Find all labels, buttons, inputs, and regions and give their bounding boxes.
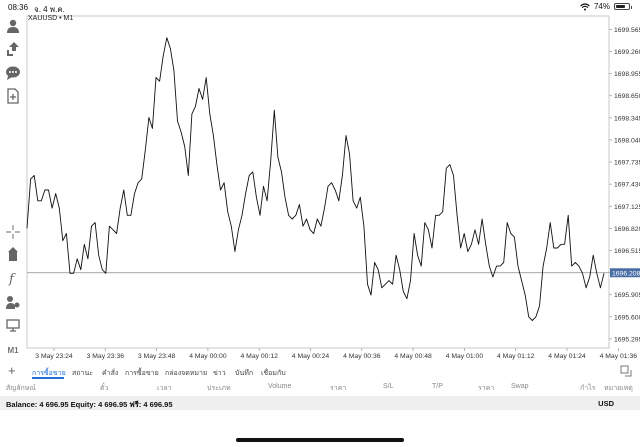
- status-date: จ. 4 พ.ค.: [34, 5, 65, 14]
- timeframe-button[interactable]: M1: [7, 345, 19, 355]
- tab-positions[interactable]: สถานะ: [72, 370, 93, 377]
- trade-table-header: สัญลักษณ์ ตั๋ว เวลา ประเภท Volume ราคา S…: [0, 380, 640, 394]
- y-tick-label: 1698.040: [614, 137, 640, 144]
- col-tp: T/P: [432, 383, 443, 390]
- x-tick-label: 3 May 23:36: [87, 353, 125, 360]
- y-tick-label: 1696.515: [614, 248, 640, 255]
- col-type: ประเภท: [207, 385, 231, 392]
- x-tick-label: 4 May 01:00: [446, 353, 484, 360]
- x-tick-label: 4 May 01:24: [548, 353, 586, 360]
- tab-news[interactable]: ข่าว: [213, 370, 226, 377]
- y-tick-label: 1698.650: [614, 93, 640, 100]
- y-tick-label: 1695.600: [614, 314, 640, 321]
- svg-text:f: f: [8, 272, 16, 286]
- indicators-icon[interactable]: f: [5, 270, 21, 286]
- col-symbol: สัญลักษณ์: [6, 385, 36, 392]
- x-tick-label: 4 May 00:48: [394, 353, 432, 360]
- balance-row: Balance: 4 696.95 Equity: 4 696.95 ฟรี: …: [0, 396, 640, 410]
- chart-symbol-label: XAUUSD • M1: [28, 15, 74, 22]
- active-tab-indicator: [32, 377, 64, 379]
- status-right: 74%: [580, 2, 632, 11]
- col-sl: S/L: [383, 383, 394, 390]
- tab-history[interactable]: การซื้อขาย: [125, 370, 159, 377]
- x-tick-label: 4 May 00:36: [343, 353, 381, 360]
- y-tick-label: 1695.905: [614, 292, 640, 299]
- y-tick-label: 1695.295: [614, 336, 640, 343]
- x-tick-label: 4 May 01:36: [600, 353, 638, 360]
- plot-frame: [26, 15, 610, 349]
- y-tick-label: 1699.260: [614, 49, 640, 56]
- price-series-line: [26, 37, 605, 321]
- account-icon[interactable]: [5, 18, 21, 34]
- y-tick-label: 1697.430: [614, 182, 640, 189]
- y-tick-label: 1697.125: [614, 204, 640, 211]
- battery-icon: [614, 3, 632, 10]
- col-swap: Swap: [511, 383, 529, 390]
- current-price-badge: [610, 268, 640, 278]
- y-tick-label: 1699.565: [614, 27, 640, 34]
- crosshair-icon[interactable]: [5, 224, 21, 240]
- y-tick-label: 1697.735: [614, 160, 640, 167]
- x-tick-label: 3 May 23:24: [35, 353, 73, 360]
- left-toolbar: f M1: [0, 14, 26, 364]
- status-bar: 08:36 จ. 4 พ.ค. 74%: [0, 0, 640, 14]
- current-price-label: 1696.208: [612, 270, 640, 277]
- x-tick-label: 4 May 00:12: [240, 353, 278, 360]
- balance-currency: USD: [598, 399, 614, 408]
- col-volume: Volume: [268, 383, 292, 390]
- x-tick-label: 4 May 00:24: [292, 353, 330, 360]
- bar-type-icon[interactable]: [5, 317, 21, 333]
- wifi-icon: [580, 2, 590, 10]
- col-profit: กำไร: [580, 385, 596, 392]
- status-time: 08:36: [8, 3, 29, 12]
- x-tick-label: 4 May 00:00: [189, 353, 227, 360]
- objects-icon[interactable]: [5, 246, 21, 262]
- trade-icon[interactable]: [5, 41, 21, 57]
- toolbox-tabs: + การซื้อขาย สถานะ คำสั่ง การซื้อขาย กล่…: [0, 364, 640, 379]
- home-indicator[interactable]: [236, 438, 404, 442]
- expand-icon[interactable]: [620, 365, 632, 379]
- balance-text: Balance: 4 696.95 Equity: 4 696.95 ฟรี: …: [6, 400, 173, 409]
- tab-connect[interactable]: เชื่อมกับ: [261, 370, 286, 377]
- charts-settings-icon[interactable]: [5, 294, 21, 310]
- tab-orders[interactable]: คำสั่ง: [102, 370, 119, 377]
- col-time: เวลา: [157, 385, 172, 392]
- price-chart[interactable]: 1699.565 1699.260 1698.955 1698.650 1698.345…: [26, 14, 640, 364]
- x-tick-label: 3 May 23:48: [138, 353, 176, 360]
- chart-canvas[interactable]: 1699.565 1699.260 1698.955 1698.650 1698.345…: [26, 14, 640, 364]
- y-tick-label: 1696.820: [614, 226, 640, 233]
- col-comment: หมายเหตุ: [604, 385, 633, 392]
- tab-mailbox[interactable]: กล่องจดหมาย: [165, 370, 208, 377]
- add-icon[interactable]: +: [8, 363, 16, 378]
- tab-trade[interactable]: การซื้อขาย: [32, 370, 66, 377]
- x-tick-label: 4 May 01:12: [497, 353, 535, 360]
- y-tick-label: 1698.345: [614, 115, 640, 122]
- col-current-price: ราคา: [478, 385, 495, 392]
- new-document-icon[interactable]: [5, 88, 21, 104]
- chat-icon[interactable]: [5, 65, 21, 81]
- col-price: ราคา: [330, 385, 347, 392]
- col-ticket: ตั๋ว: [100, 385, 109, 392]
- battery-percent: 74%: [593, 2, 610, 11]
- y-tick-label: 1698.955: [614, 71, 640, 78]
- tab-journal[interactable]: บันทึก: [235, 370, 254, 377]
